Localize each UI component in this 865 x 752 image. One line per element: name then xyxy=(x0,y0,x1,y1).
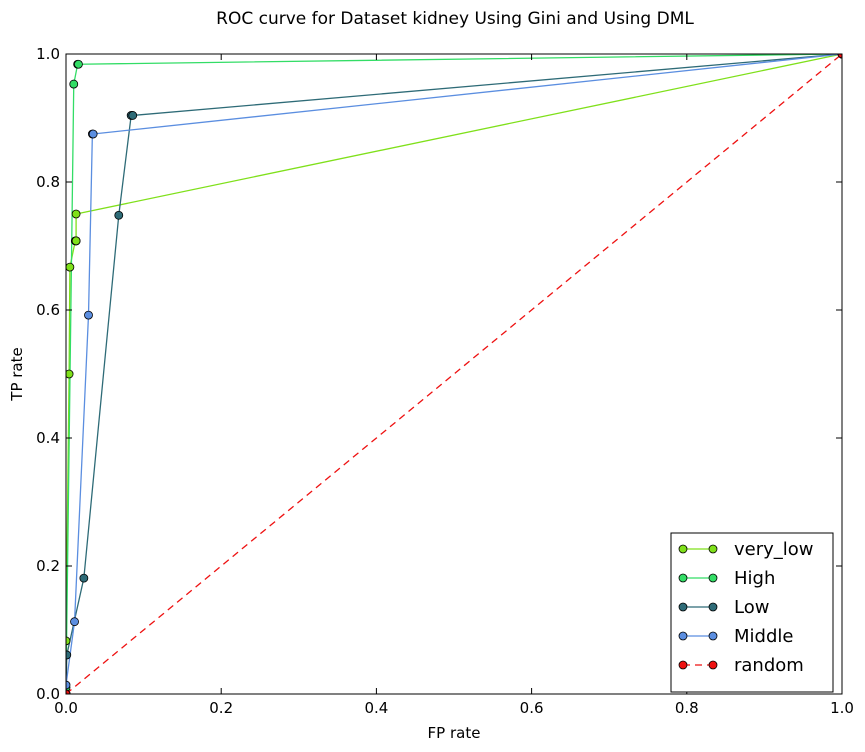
data-point-very-low xyxy=(71,236,81,246)
data-point-Middle xyxy=(66,680,71,690)
x-tick-label: 0.8 xyxy=(675,699,699,717)
legend-entry-very-low: very_low xyxy=(734,539,814,560)
legend-marker xyxy=(678,631,688,641)
y-tick-label: 0.4 xyxy=(36,429,60,447)
data-point-very-low xyxy=(66,636,71,646)
y-tick-label: 1.0 xyxy=(36,45,60,63)
legend: very_low High Low Middle random xyxy=(670,532,834,693)
legend-marker xyxy=(678,544,688,554)
data-point-High xyxy=(69,79,79,89)
plot-frame xyxy=(65,53,843,695)
y-tick-label: 0.0 xyxy=(36,685,60,703)
x-tick-label: 0.2 xyxy=(209,699,233,717)
data-point-Low xyxy=(79,573,89,583)
legend-marker xyxy=(708,602,718,612)
data-point-random xyxy=(837,54,842,59)
data-point-Low xyxy=(128,111,138,120)
legend-marker xyxy=(678,573,688,583)
x-tick-label: 0.6 xyxy=(520,699,544,717)
y-axis-label: TP rate xyxy=(8,347,26,401)
legend-entry-High: High xyxy=(734,568,775,589)
data-point-random xyxy=(66,689,71,694)
legend-marker xyxy=(708,631,718,641)
y-axis: 0.0 0.2 0.4 0.6 0.8 1.0 xyxy=(36,45,842,703)
data-point-Middle xyxy=(84,310,93,320)
data-point-very-low xyxy=(71,209,81,219)
y-tick-label: 0.2 xyxy=(36,557,60,575)
legend-entry-Low: Low xyxy=(734,597,769,618)
x-axis-label: FP rate xyxy=(428,724,481,742)
data-point-very-low xyxy=(66,369,74,379)
x-tick-label: 1.0 xyxy=(830,699,854,717)
data-point-Middle xyxy=(70,617,79,627)
legend-marker xyxy=(708,573,718,583)
series-line-High xyxy=(66,54,842,694)
legend-marker xyxy=(678,602,688,612)
legend-entry-Middle: Middle xyxy=(734,626,793,647)
legend-entry-random: random xyxy=(734,655,804,676)
legend-marker xyxy=(678,660,688,670)
legend-marker xyxy=(708,544,718,554)
chart-title: ROC curve for Dataset kidney Using Gini … xyxy=(216,9,694,29)
plot-area xyxy=(66,54,842,694)
data-point-Low xyxy=(114,210,124,220)
y-tick-label: 0.6 xyxy=(36,301,60,319)
x-tick-label: 0.0 xyxy=(54,699,78,717)
series-line-very-low xyxy=(66,54,842,694)
data-point-High xyxy=(74,59,83,69)
legend-marker xyxy=(708,660,718,670)
y-tick-label: 0.8 xyxy=(36,173,60,191)
data-point-Low xyxy=(66,650,72,660)
x-axis: 0.0 0.2 0.4 0.6 0.8 1.0 xyxy=(54,54,854,717)
data-point-very-low xyxy=(66,262,75,272)
x-tick-label: 0.4 xyxy=(364,699,388,717)
data-point-Middle xyxy=(88,129,98,139)
